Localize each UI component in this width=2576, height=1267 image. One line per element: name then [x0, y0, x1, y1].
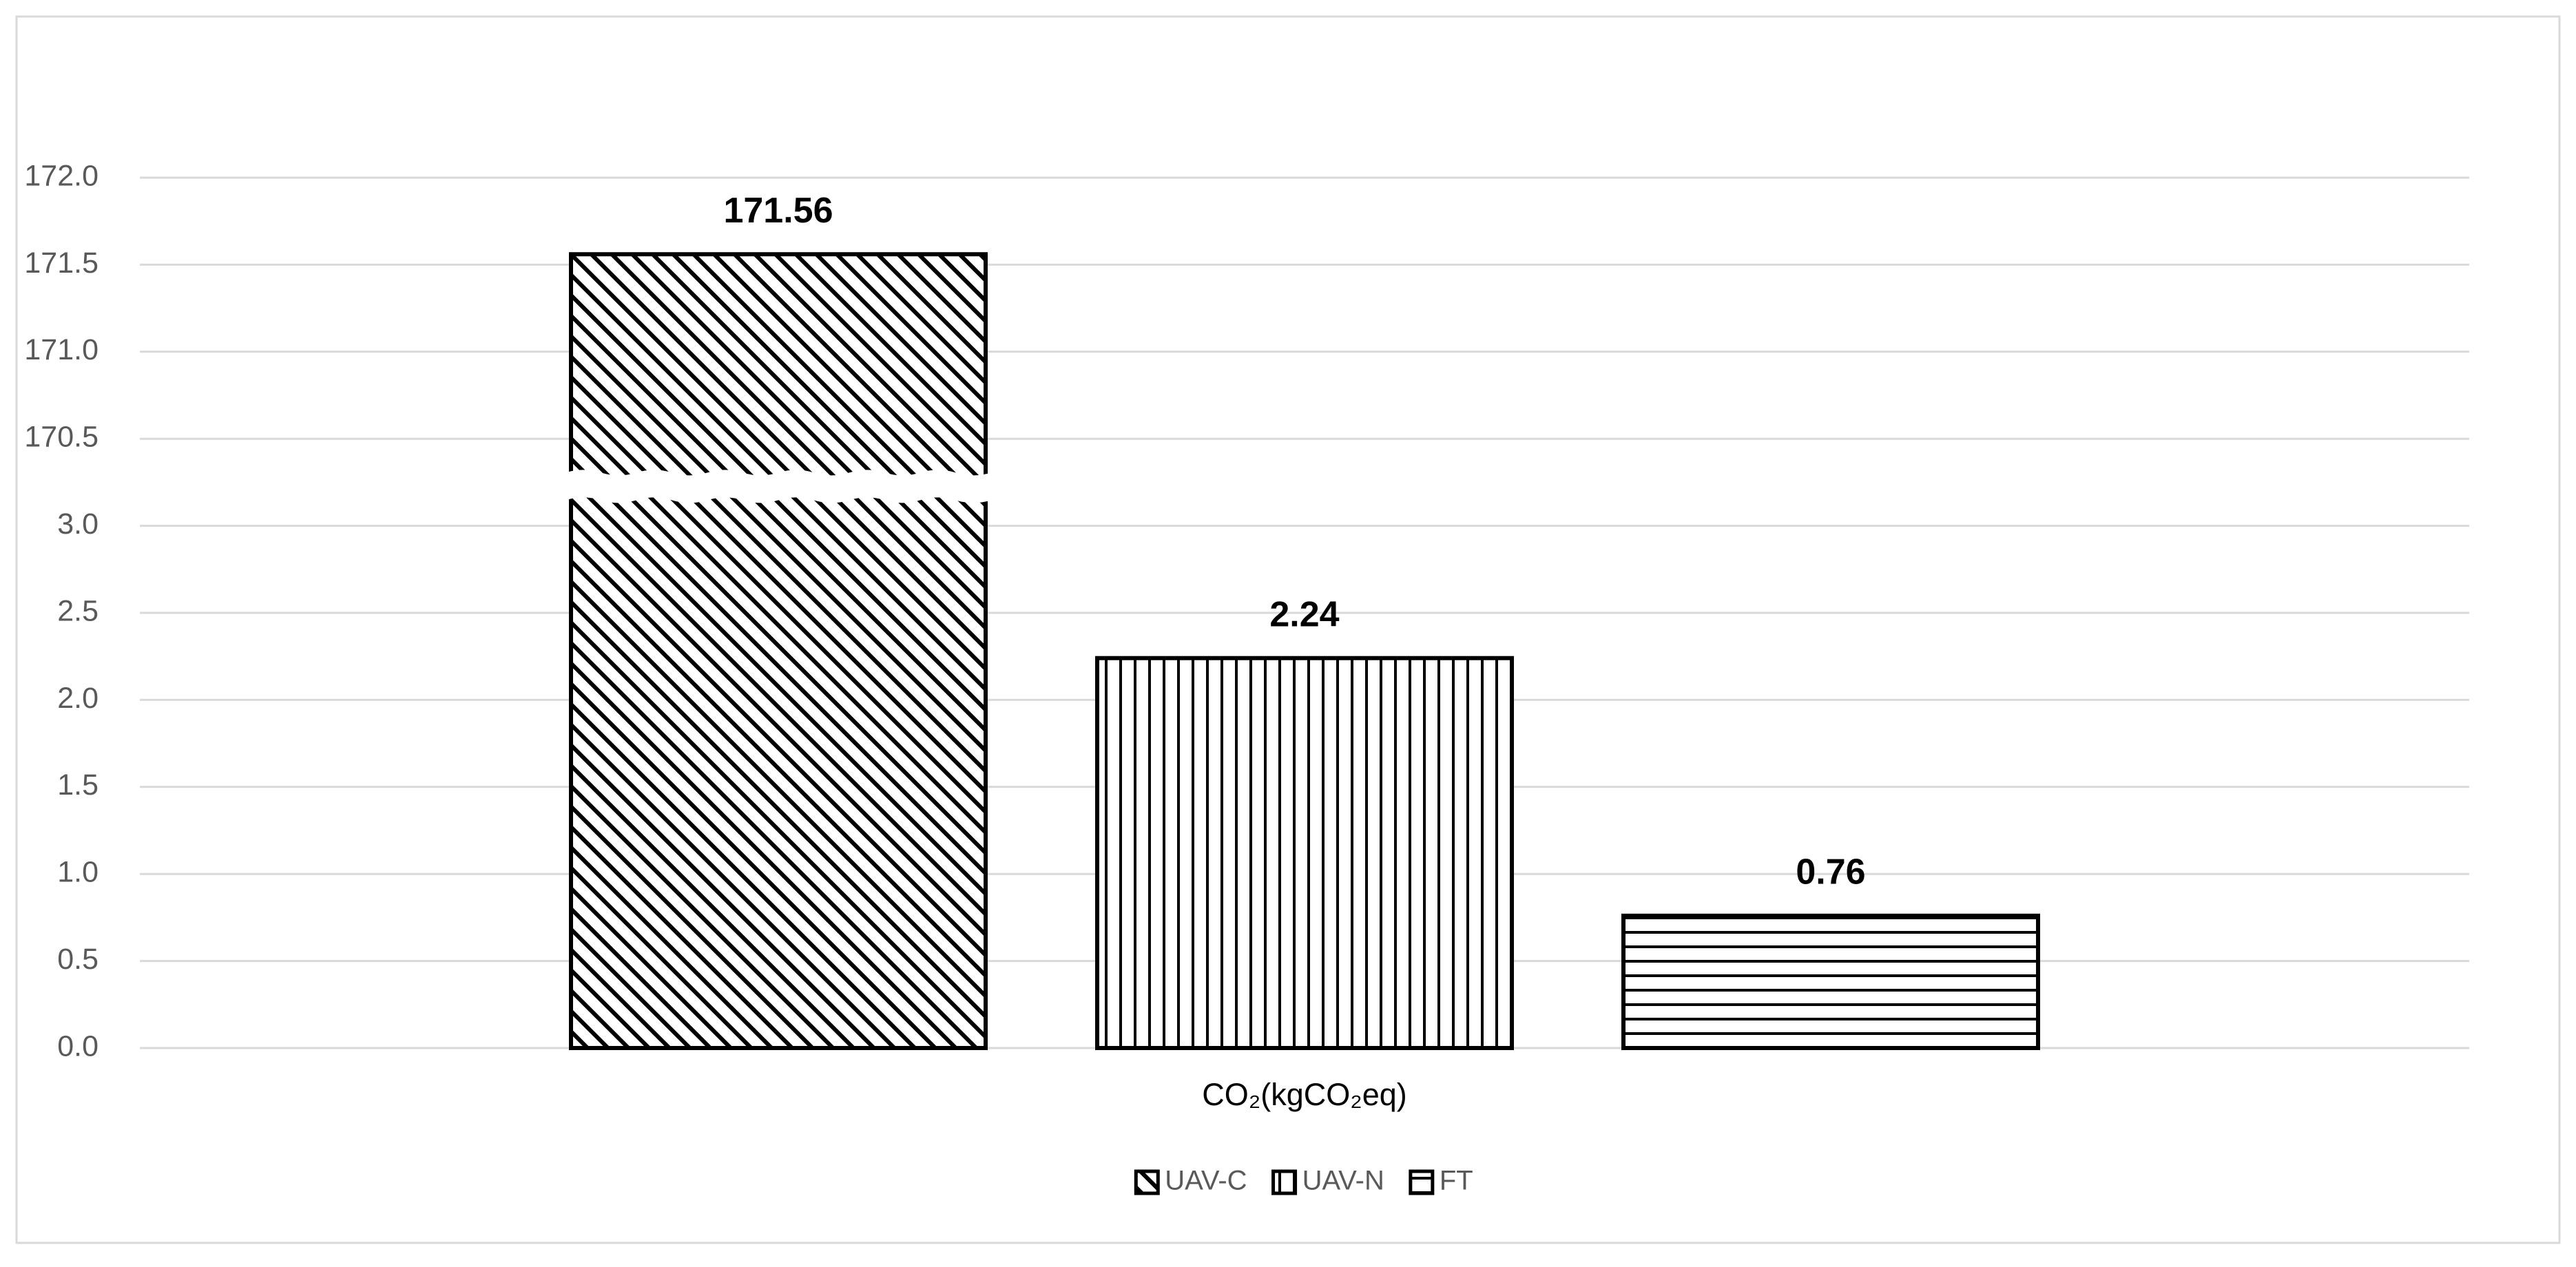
- value-label: 0.76: [1796, 852, 1865, 892]
- legend-swatch: [1271, 1169, 1298, 1195]
- bar: [569, 480, 988, 1050]
- y-tick-label: 171.0: [24, 333, 98, 366]
- bar: [1621, 913, 2040, 1050]
- axis-break: [565, 470, 991, 503]
- y-tick-label: 2.5: [57, 594, 98, 627]
- y-tick-label: 171.5: [24, 247, 98, 280]
- bar: [569, 252, 988, 485]
- value-label: 171.56: [723, 191, 833, 231]
- x-category-label: CO₂(kgCO₂eq): [1202, 1077, 1407, 1112]
- legend-label: UAV-N: [1302, 1166, 1384, 1196]
- y-tick-label: 0.5: [57, 943, 98, 976]
- legend-label: UAV-C: [1165, 1166, 1247, 1196]
- y-tick-label: 0.0: [57, 1029, 98, 1062]
- y-tick-label: 170.5: [24, 421, 98, 454]
- y-tick-label: 2.0: [57, 682, 98, 715]
- legend-label: FT: [1440, 1166, 1473, 1196]
- y-tick-label: 1.0: [57, 856, 98, 889]
- legend-swatch: [1409, 1169, 1435, 1195]
- value-label: 2.24: [1269, 594, 1339, 634]
- y-tick-label: 3.0: [57, 507, 98, 541]
- bar: [1095, 656, 1514, 1050]
- y-tick-label: 1.5: [57, 768, 98, 802]
- y-tick-label: 172.0: [24, 159, 98, 192]
- legend-swatch: [1134, 1169, 1160, 1195]
